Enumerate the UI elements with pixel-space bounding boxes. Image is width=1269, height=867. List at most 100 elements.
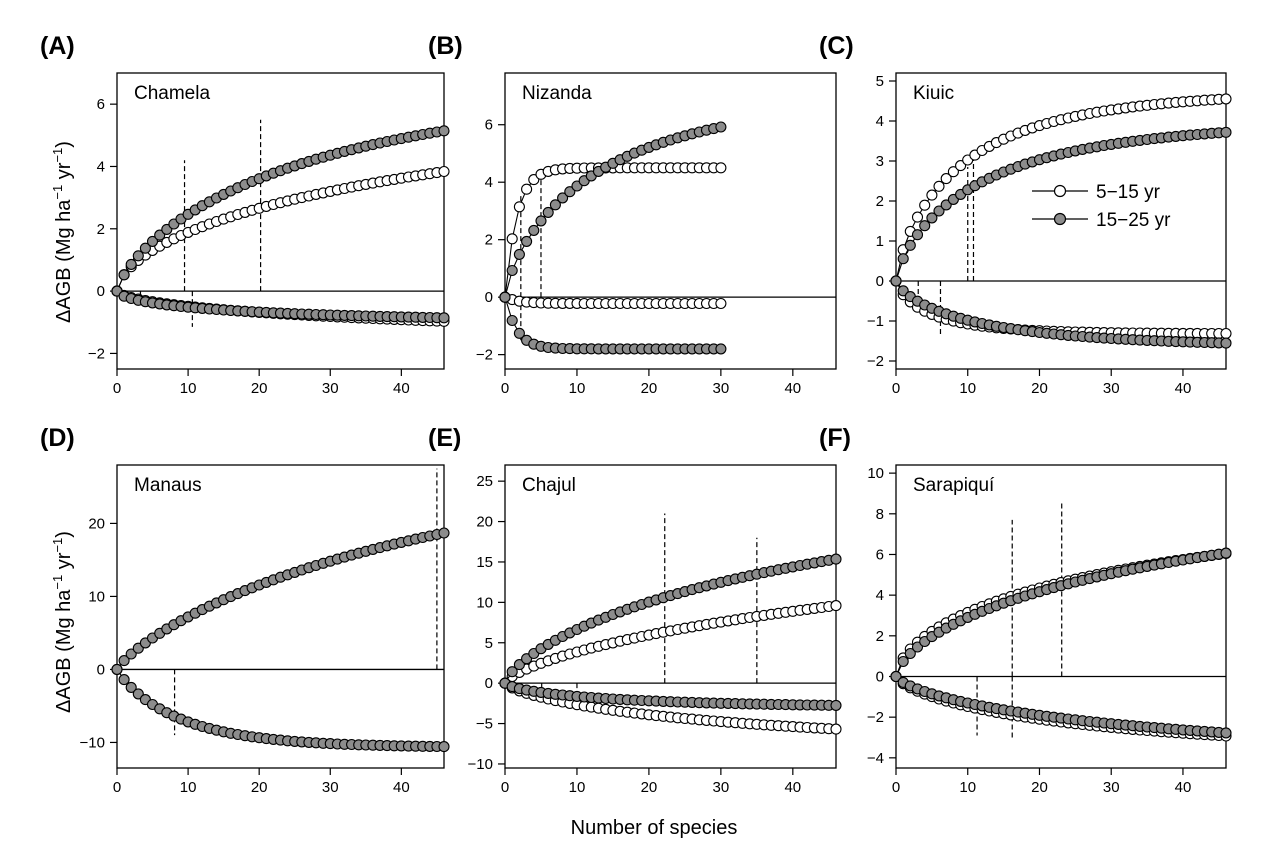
series-line bbox=[504, 558, 837, 684]
point-5-15yr bbox=[715, 297, 727, 310]
y-tick-label: 2 bbox=[876, 193, 884, 210]
x-tick-label: 30 bbox=[1103, 380, 1120, 397]
y-tick-label: 2 bbox=[876, 628, 884, 645]
x-tick-label: 0 bbox=[892, 779, 900, 796]
series-line bbox=[895, 552, 1227, 677]
point-15-25yr bbox=[926, 212, 938, 224]
legend-marker-filled bbox=[1053, 212, 1067, 226]
series-line bbox=[504, 126, 722, 298]
point-15-25yr bbox=[897, 655, 909, 668]
point-15-25yr bbox=[549, 199, 561, 211]
site-name: Nizanda bbox=[522, 83, 592, 104]
point-15-25yr bbox=[132, 250, 144, 262]
x-tick-label: 30 bbox=[1103, 779, 1120, 796]
point-5-15yr bbox=[911, 211, 924, 223]
y-tick-label: 4 bbox=[876, 113, 884, 130]
panel-label: (C) bbox=[819, 32, 854, 60]
x-tick-label: 40 bbox=[784, 779, 801, 796]
point-15-25yr bbox=[542, 206, 554, 218]
x-tick-label: 40 bbox=[393, 779, 410, 796]
y-tick-label: 5 bbox=[485, 635, 493, 652]
x-tick-label: 20 bbox=[641, 779, 658, 796]
y-tick-label: 0 bbox=[876, 273, 884, 290]
y-tick-label: 6 bbox=[876, 546, 884, 563]
y-tick-label: −4 bbox=[867, 750, 884, 767]
x-tick-label: 20 bbox=[1031, 380, 1048, 397]
series-line bbox=[895, 280, 1226, 335]
point-15-25yr bbox=[521, 235, 533, 247]
panel-kiuic: (C) Kiuic 0 10 20 30 40 −2 −1 0 1 2 3 4 5 bbox=[819, 32, 1232, 397]
x-tick-label: 40 bbox=[393, 380, 410, 397]
panel-label: (E) bbox=[428, 424, 461, 452]
y-tick-label: 3 bbox=[876, 153, 884, 170]
point-5-15yr bbox=[830, 723, 842, 735]
point-15-25yr bbox=[1220, 547, 1232, 559]
panel-label: (F) bbox=[819, 424, 851, 452]
point-15-25yr bbox=[904, 647, 916, 660]
y-tick-label: −5 bbox=[476, 716, 493, 733]
y-tick-label: −2 bbox=[867, 709, 884, 726]
point-15-25yr bbox=[513, 659, 525, 671]
y-tick-label: 4 bbox=[876, 587, 884, 604]
y-axis-label-top: ΔAGB (Mg ha−1 yr−1) bbox=[50, 141, 75, 323]
panel-sarapiquí: (F) Sarapiquí 0 10 20 30 40 −4 −2 0 2 4 6 8 10 bbox=[819, 424, 1232, 796]
point-5-15yr bbox=[830, 600, 842, 612]
x-tick-label: 30 bbox=[322, 380, 339, 397]
y-tick-label: −2 bbox=[88, 345, 105, 362]
panel-chamela: (A) Chamela 0 10 20 30 40 −2 0 2 4 6 bbox=[40, 32, 450, 397]
point-15-25yr bbox=[535, 215, 547, 227]
y-tick-label: 10 bbox=[88, 588, 105, 605]
point-5-15yr bbox=[933, 180, 945, 192]
y-tick-label: −1 bbox=[867, 313, 884, 330]
y-tick-label: 20 bbox=[88, 515, 105, 532]
point-15-25yr bbox=[125, 648, 137, 660]
x-tick-label: 0 bbox=[501, 779, 509, 796]
point-15-25yr bbox=[118, 655, 130, 667]
point-5-15yr bbox=[1220, 93, 1232, 105]
panel-label: (A) bbox=[40, 32, 75, 60]
x-tick-label: 10 bbox=[959, 380, 976, 397]
point-5-15yr bbox=[919, 199, 931, 211]
site-name: Sarapiquí bbox=[913, 475, 995, 496]
point-15-25yr bbox=[528, 224, 540, 236]
y-tick-label: 0 bbox=[97, 661, 105, 678]
y-tick-label: 0 bbox=[485, 675, 493, 692]
point-15-25yr bbox=[139, 242, 151, 254]
y-tick-label: 1 bbox=[876, 233, 884, 250]
series-line bbox=[895, 552, 1227, 677]
y-tick-label: 20 bbox=[476, 514, 493, 531]
x-tick-label: 20 bbox=[641, 380, 658, 397]
point-15-25yr bbox=[513, 327, 525, 339]
legend-label-15-25: 15−25 yr bbox=[1096, 210, 1171, 231]
point-15-25yr bbox=[513, 248, 525, 260]
x-tick-label: 20 bbox=[1031, 779, 1048, 796]
x-tick-label: 10 bbox=[569, 779, 586, 796]
point-15-25yr bbox=[557, 192, 569, 204]
y-tick-label: −10 bbox=[468, 756, 493, 773]
site-name: Manaus bbox=[134, 475, 202, 496]
point-15-25yr bbox=[499, 291, 511, 303]
legend: 5−15 yr 15−25 yr bbox=[1032, 182, 1171, 231]
y-tick-label: 10 bbox=[867, 465, 884, 482]
series-line bbox=[116, 130, 445, 292]
point-15-25yr bbox=[132, 688, 144, 700]
point-15-25yr bbox=[146, 235, 159, 247]
x-tick-label: 40 bbox=[1175, 779, 1192, 796]
y-tick-label: 0 bbox=[485, 289, 493, 306]
point-15-25yr bbox=[897, 253, 909, 265]
point-15-25yr bbox=[125, 258, 137, 270]
plot-frame bbox=[504, 464, 837, 769]
site-name: Kiuic bbox=[913, 83, 954, 104]
x-axis-label: Number of species bbox=[571, 817, 738, 839]
plot-frame bbox=[116, 464, 445, 769]
point-15-25yr bbox=[118, 269, 130, 281]
point-5-15yr bbox=[1220, 327, 1232, 340]
point-15-25yr bbox=[715, 121, 727, 133]
y-tick-label: −10 bbox=[80, 734, 105, 751]
y-tick-label: 6 bbox=[485, 117, 493, 134]
x-tick-label: 40 bbox=[1175, 380, 1192, 397]
y-tick-label: 2 bbox=[485, 232, 493, 249]
x-tick-label: 30 bbox=[322, 779, 339, 796]
point-15-25yr bbox=[564, 186, 576, 198]
